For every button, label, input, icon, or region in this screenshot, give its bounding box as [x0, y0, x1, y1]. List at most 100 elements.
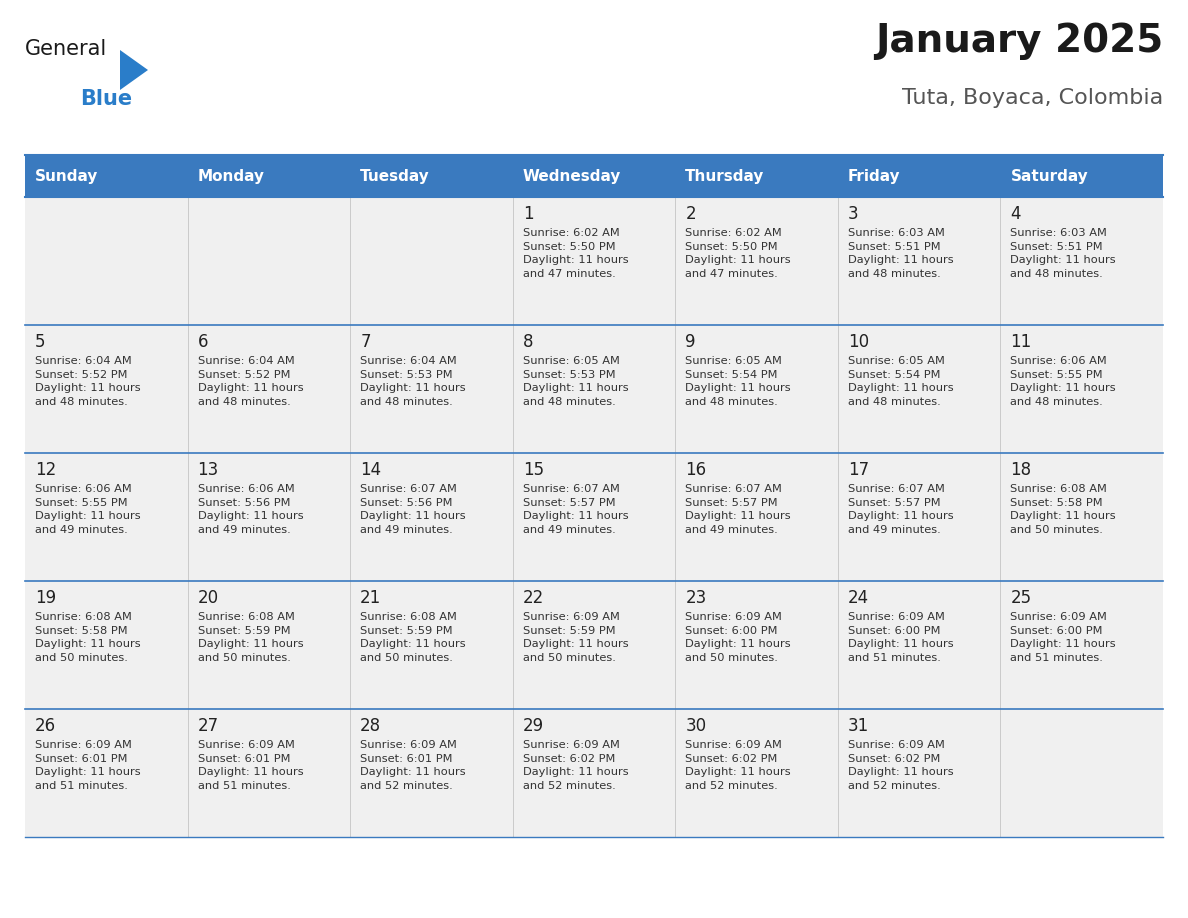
- Bar: [838, 197, 1000, 325]
- Bar: [25, 197, 188, 325]
- Bar: [513, 155, 675, 197]
- Bar: [1000, 709, 1163, 837]
- Bar: [188, 155, 350, 197]
- Text: Sunrise: 6:02 AM
Sunset: 5:50 PM
Daylight: 11 hours
and 47 minutes.: Sunrise: 6:02 AM Sunset: 5:50 PM Dayligh…: [523, 228, 628, 279]
- Bar: [350, 453, 513, 581]
- Bar: [513, 453, 675, 581]
- Text: 17: 17: [848, 461, 868, 479]
- Bar: [838, 155, 1000, 197]
- Bar: [350, 155, 513, 197]
- Text: Sunrise: 6:04 AM
Sunset: 5:53 PM
Daylight: 11 hours
and 48 minutes.: Sunrise: 6:04 AM Sunset: 5:53 PM Dayligh…: [360, 356, 466, 407]
- Bar: [1000, 197, 1163, 325]
- Bar: [25, 709, 188, 837]
- Text: 28: 28: [360, 717, 381, 735]
- Text: Sunrise: 6:09 AM
Sunset: 6:00 PM
Daylight: 11 hours
and 51 minutes.: Sunrise: 6:09 AM Sunset: 6:00 PM Dayligh…: [1011, 612, 1116, 663]
- Text: Sunrise: 6:09 AM
Sunset: 6:02 PM
Daylight: 11 hours
and 52 minutes.: Sunrise: 6:09 AM Sunset: 6:02 PM Dayligh…: [685, 740, 791, 790]
- Text: 10: 10: [848, 333, 868, 351]
- Text: Blue: Blue: [80, 89, 132, 109]
- Text: Sunrise: 6:03 AM
Sunset: 5:51 PM
Daylight: 11 hours
and 48 minutes.: Sunrise: 6:03 AM Sunset: 5:51 PM Dayligh…: [1011, 228, 1116, 279]
- Text: Sunrise: 6:06 AM
Sunset: 5:56 PM
Daylight: 11 hours
and 49 minutes.: Sunrise: 6:06 AM Sunset: 5:56 PM Dayligh…: [197, 484, 303, 535]
- Text: 23: 23: [685, 589, 707, 607]
- Text: Saturday: Saturday: [1011, 169, 1088, 184]
- Text: Sunrise: 6:06 AM
Sunset: 5:55 PM
Daylight: 11 hours
and 49 minutes.: Sunrise: 6:06 AM Sunset: 5:55 PM Dayligh…: [34, 484, 140, 535]
- Text: General: General: [25, 39, 107, 59]
- Text: Sunrise: 6:05 AM
Sunset: 5:54 PM
Daylight: 11 hours
and 48 minutes.: Sunrise: 6:05 AM Sunset: 5:54 PM Dayligh…: [848, 356, 954, 407]
- Text: 27: 27: [197, 717, 219, 735]
- Bar: [350, 325, 513, 453]
- Text: Sunrise: 6:07 AM
Sunset: 5:57 PM
Daylight: 11 hours
and 49 minutes.: Sunrise: 6:07 AM Sunset: 5:57 PM Dayligh…: [523, 484, 628, 535]
- Text: 22: 22: [523, 589, 544, 607]
- Bar: [513, 709, 675, 837]
- Text: 5: 5: [34, 333, 45, 351]
- Text: Sunrise: 6:09 AM
Sunset: 6:02 PM
Daylight: 11 hours
and 52 minutes.: Sunrise: 6:09 AM Sunset: 6:02 PM Dayligh…: [523, 740, 628, 790]
- Bar: [838, 581, 1000, 709]
- Text: Sunrise: 6:06 AM
Sunset: 5:55 PM
Daylight: 11 hours
and 48 minutes.: Sunrise: 6:06 AM Sunset: 5:55 PM Dayligh…: [1011, 356, 1116, 407]
- Bar: [675, 155, 838, 197]
- Text: Monday: Monday: [197, 169, 265, 184]
- Text: 14: 14: [360, 461, 381, 479]
- Text: Sunrise: 6:09 AM
Sunset: 6:00 PM
Daylight: 11 hours
and 50 minutes.: Sunrise: 6:09 AM Sunset: 6:00 PM Dayligh…: [685, 612, 791, 663]
- Text: 2: 2: [685, 205, 696, 223]
- Bar: [25, 453, 188, 581]
- Text: Friday: Friday: [848, 169, 901, 184]
- Text: January 2025: January 2025: [874, 22, 1163, 60]
- Text: 15: 15: [523, 461, 544, 479]
- Bar: [675, 581, 838, 709]
- Text: Sunrise: 6:07 AM
Sunset: 5:57 PM
Daylight: 11 hours
and 49 minutes.: Sunrise: 6:07 AM Sunset: 5:57 PM Dayligh…: [848, 484, 954, 535]
- Text: Sunrise: 6:09 AM
Sunset: 6:00 PM
Daylight: 11 hours
and 51 minutes.: Sunrise: 6:09 AM Sunset: 6:00 PM Dayligh…: [848, 612, 954, 663]
- Bar: [188, 453, 350, 581]
- Text: 31: 31: [848, 717, 870, 735]
- Text: Sunrise: 6:09 AM
Sunset: 6:01 PM
Daylight: 11 hours
and 52 minutes.: Sunrise: 6:09 AM Sunset: 6:01 PM Dayligh…: [360, 740, 466, 790]
- Bar: [675, 709, 838, 837]
- Bar: [675, 325, 838, 453]
- Bar: [350, 709, 513, 837]
- Text: 3: 3: [848, 205, 859, 223]
- Text: Sunrise: 6:08 AM
Sunset: 5:59 PM
Daylight: 11 hours
and 50 minutes.: Sunrise: 6:08 AM Sunset: 5:59 PM Dayligh…: [360, 612, 466, 663]
- Text: Sunrise: 6:03 AM
Sunset: 5:51 PM
Daylight: 11 hours
and 48 minutes.: Sunrise: 6:03 AM Sunset: 5:51 PM Dayligh…: [848, 228, 954, 279]
- Text: Sunrise: 6:09 AM
Sunset: 6:01 PM
Daylight: 11 hours
and 51 minutes.: Sunrise: 6:09 AM Sunset: 6:01 PM Dayligh…: [34, 740, 140, 790]
- Text: 8: 8: [523, 333, 533, 351]
- Text: Sunrise: 6:02 AM
Sunset: 5:50 PM
Daylight: 11 hours
and 47 minutes.: Sunrise: 6:02 AM Sunset: 5:50 PM Dayligh…: [685, 228, 791, 279]
- Bar: [188, 325, 350, 453]
- Polygon shape: [120, 50, 148, 90]
- Text: 9: 9: [685, 333, 696, 351]
- Bar: [838, 709, 1000, 837]
- Bar: [838, 453, 1000, 581]
- Text: Sunrise: 6:08 AM
Sunset: 5:58 PM
Daylight: 11 hours
and 50 minutes.: Sunrise: 6:08 AM Sunset: 5:58 PM Dayligh…: [34, 612, 140, 663]
- Text: 4: 4: [1011, 205, 1020, 223]
- Bar: [513, 581, 675, 709]
- Text: 16: 16: [685, 461, 707, 479]
- Bar: [675, 453, 838, 581]
- Bar: [1000, 325, 1163, 453]
- Bar: [188, 581, 350, 709]
- Bar: [1000, 453, 1163, 581]
- Bar: [838, 325, 1000, 453]
- Bar: [188, 709, 350, 837]
- Text: 6: 6: [197, 333, 208, 351]
- Text: 30: 30: [685, 717, 707, 735]
- Text: Sunrise: 6:04 AM
Sunset: 5:52 PM
Daylight: 11 hours
and 48 minutes.: Sunrise: 6:04 AM Sunset: 5:52 PM Dayligh…: [34, 356, 140, 407]
- Text: 11: 11: [1011, 333, 1031, 351]
- Text: 25: 25: [1011, 589, 1031, 607]
- Text: 24: 24: [848, 589, 868, 607]
- Bar: [25, 325, 188, 453]
- Text: 26: 26: [34, 717, 56, 735]
- Text: 20: 20: [197, 589, 219, 607]
- Bar: [25, 581, 188, 709]
- Text: 7: 7: [360, 333, 371, 351]
- Bar: [513, 197, 675, 325]
- Text: Sunrise: 6:07 AM
Sunset: 5:56 PM
Daylight: 11 hours
and 49 minutes.: Sunrise: 6:07 AM Sunset: 5:56 PM Dayligh…: [360, 484, 466, 535]
- Text: Wednesday: Wednesday: [523, 169, 621, 184]
- Bar: [1000, 155, 1163, 197]
- Bar: [1000, 581, 1163, 709]
- Bar: [188, 197, 350, 325]
- Text: 1: 1: [523, 205, 533, 223]
- Text: 19: 19: [34, 589, 56, 607]
- Text: Sunrise: 6:09 AM
Sunset: 6:02 PM
Daylight: 11 hours
and 52 minutes.: Sunrise: 6:09 AM Sunset: 6:02 PM Dayligh…: [848, 740, 954, 790]
- Text: Sunrise: 6:08 AM
Sunset: 5:59 PM
Daylight: 11 hours
and 50 minutes.: Sunrise: 6:08 AM Sunset: 5:59 PM Dayligh…: [197, 612, 303, 663]
- Text: Thursday: Thursday: [685, 169, 765, 184]
- Text: Sunday: Sunday: [34, 169, 99, 184]
- Text: Sunrise: 6:09 AM
Sunset: 5:59 PM
Daylight: 11 hours
and 50 minutes.: Sunrise: 6:09 AM Sunset: 5:59 PM Dayligh…: [523, 612, 628, 663]
- Text: Sunrise: 6:05 AM
Sunset: 5:53 PM
Daylight: 11 hours
and 48 minutes.: Sunrise: 6:05 AM Sunset: 5:53 PM Dayligh…: [523, 356, 628, 407]
- Text: 21: 21: [360, 589, 381, 607]
